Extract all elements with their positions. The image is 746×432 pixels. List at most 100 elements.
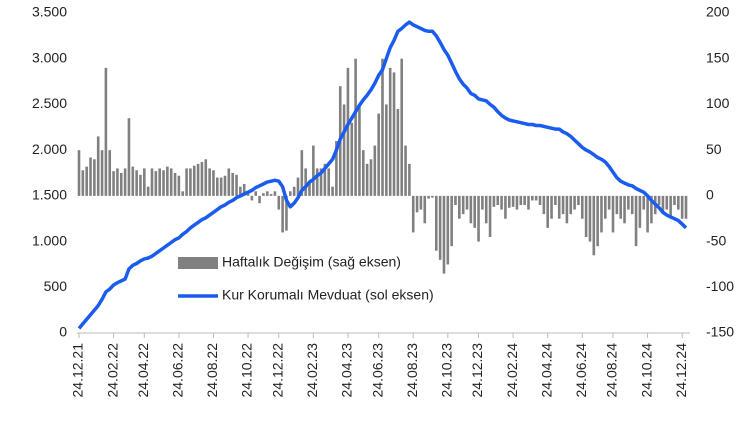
bar: [400, 58, 404, 196]
bar: [323, 163, 327, 196]
y-tick-label: 150: [706, 49, 730, 65]
bar: [438, 195, 442, 260]
y-tick-label: -50: [706, 232, 726, 248]
bar: [569, 195, 573, 215]
bar: [554, 195, 557, 205]
bar: [431, 195, 434, 198]
x-tick-label: 24.12.22: [269, 343, 285, 398]
bar: [258, 195, 261, 204]
x-tick-label: 24.06.23: [369, 343, 385, 398]
x-tick-label: 24.02.22: [104, 343, 120, 398]
bar: [507, 195, 511, 208]
bar: [250, 195, 254, 201]
bar: [411, 195, 415, 233]
bar: [361, 150, 365, 196]
y-tick-label: 100: [706, 95, 730, 111]
bar: [627, 195, 630, 210]
bar: [93, 159, 96, 196]
bar: [350, 122, 354, 196]
y-tick-label: 3.000: [32, 49, 67, 65]
bar: [143, 168, 146, 196]
y-tick-label: 3.500: [32, 4, 67, 20]
bar: [519, 195, 523, 205]
bar: [269, 194, 273, 196]
bar: [396, 109, 400, 196]
bar: [538, 195, 542, 205]
bar: [292, 186, 296, 196]
bar: [461, 195, 465, 215]
x-tick-label: 24.10.22: [239, 343, 255, 398]
bar: [158, 168, 161, 196]
bar: [473, 195, 477, 228]
bar: [607, 195, 611, 210]
legend-label: Kur Korumalı Mevduat (sol eksen): [222, 287, 434, 303]
line: [77, 20, 688, 330]
y-tick-label: 1.500: [32, 187, 67, 203]
x-tick-label: 24.04.22: [135, 343, 151, 398]
bar: [89, 157, 92, 196]
x-tick-label: 24.06.22: [170, 343, 186, 398]
bar: [577, 195, 580, 205]
y-tick-label: 0: [706, 187, 714, 203]
bar: [680, 195, 684, 219]
bar: [300, 150, 304, 196]
bar: [262, 193, 265, 196]
bar: [192, 165, 196, 196]
bar: [592, 195, 596, 256]
bar: [665, 195, 669, 210]
bar: [116, 168, 119, 196]
bar: [342, 104, 346, 196]
bar: [304, 168, 307, 196]
bar: [515, 195, 519, 210]
bar: [634, 195, 638, 247]
bar: [77, 150, 81, 196]
bar: [254, 191, 258, 196]
legend-label: Haftalık Değişim (sağ eksen): [222, 254, 401, 270]
bar: [166, 166, 169, 196]
bar: [335, 141, 338, 196]
bar: [312, 145, 315, 196]
y-tick-label: 2.000: [32, 141, 67, 157]
bar: [573, 195, 576, 210]
bar: [281, 195, 284, 233]
x-tick-label: 24.02.23: [304, 343, 320, 398]
bar: [542, 195, 546, 215]
bar: [288, 191, 292, 196]
bar: [100, 150, 104, 196]
bar: [500, 195, 503, 210]
x-tick-label: 24.04.24: [538, 343, 554, 398]
bar: [139, 174, 142, 196]
bar: [600, 195, 603, 233]
bar: [181, 191, 185, 196]
bar: [265, 191, 269, 196]
bar: [561, 195, 565, 215]
bar: [484, 195, 488, 224]
bar: [523, 195, 526, 205]
bar: [85, 166, 88, 196]
bar: [123, 168, 127, 196]
bar: [223, 175, 227, 196]
x-tick-label: 24.04.23: [339, 343, 355, 398]
bar: [327, 168, 331, 196]
bar: [365, 163, 369, 196]
bar: [154, 171, 158, 196]
bar: [177, 175, 181, 196]
bar: [385, 104, 388, 196]
x-tick-label: 24.12.21: [70, 343, 86, 398]
x-tick-label: 24.08.23: [404, 343, 420, 398]
bar: [657, 195, 661, 205]
bar: [458, 195, 461, 219]
bar: [219, 177, 223, 196]
bar: [481, 195, 484, 210]
bar: [246, 193, 250, 196]
bar: [200, 162, 204, 196]
bar: [273, 191, 277, 196]
x-tick-label: 24.08.24: [604, 343, 620, 398]
bar: [650, 195, 653, 224]
bar: [296, 177, 300, 196]
bar: [242, 183, 246, 196]
bar: [235, 174, 238, 196]
bar: [331, 186, 334, 196]
bar: [81, 170, 85, 196]
